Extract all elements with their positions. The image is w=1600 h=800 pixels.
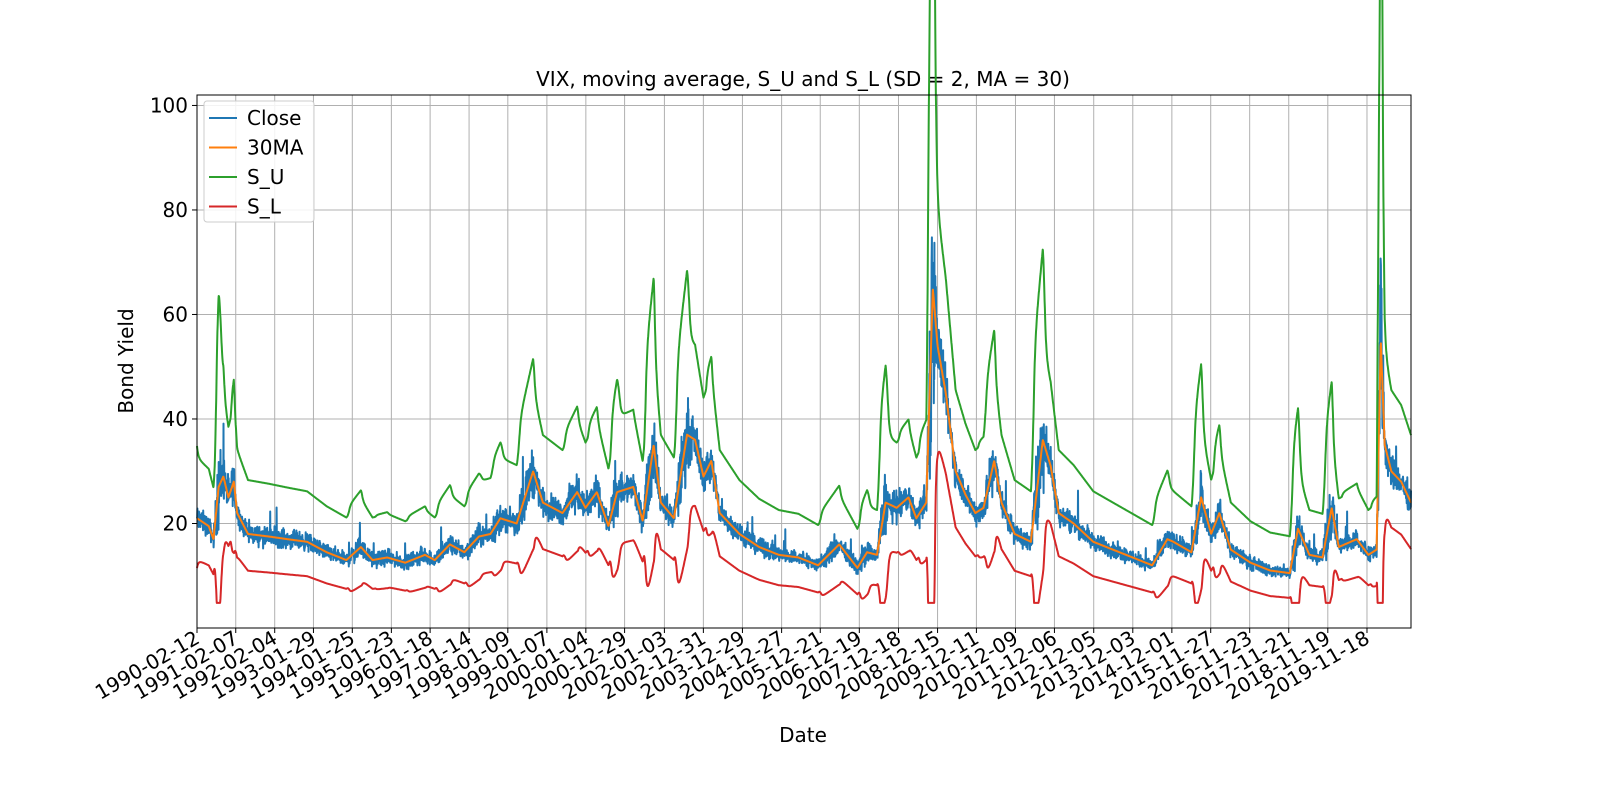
plot-frame: [196, 94, 1412, 629]
series-line-30ma: [196, 288, 1412, 575]
legend-box: [203, 100, 315, 223]
y-tick-label: 20: [163, 511, 188, 535]
legend-label: Close: [247, 106, 301, 130]
legend-label: S_U: [247, 165, 284, 189]
y-tick-label: 100: [150, 93, 188, 117]
y-tick-label: 60: [163, 302, 188, 326]
legend: Close 30MA S_U S_L: [203, 100, 315, 223]
y-axis: 20 40 60 80 100: [150, 93, 197, 535]
legend-label: S_L: [247, 195, 282, 219]
y-tick-label: 80: [163, 198, 188, 222]
chart-title: VIX, moving average, S_U and S_L (SD = 2…: [536, 67, 1070, 91]
x-axis-label: Date: [779, 723, 827, 747]
series-line-s-u: [196, 0, 1412, 538]
plot-lines: [196, 0, 1412, 604]
y-tick-label: 40: [163, 407, 188, 431]
y-axis-label: Bond Yield: [114, 308, 138, 413]
series-line-s-l: [196, 450, 1412, 604]
series-line-close: [196, 236, 1412, 579]
legend-label: 30MA: [247, 136, 304, 160]
x-axis: 1990-02-121991-02-071992-02-041993-01-29…: [91, 626, 1374, 705]
